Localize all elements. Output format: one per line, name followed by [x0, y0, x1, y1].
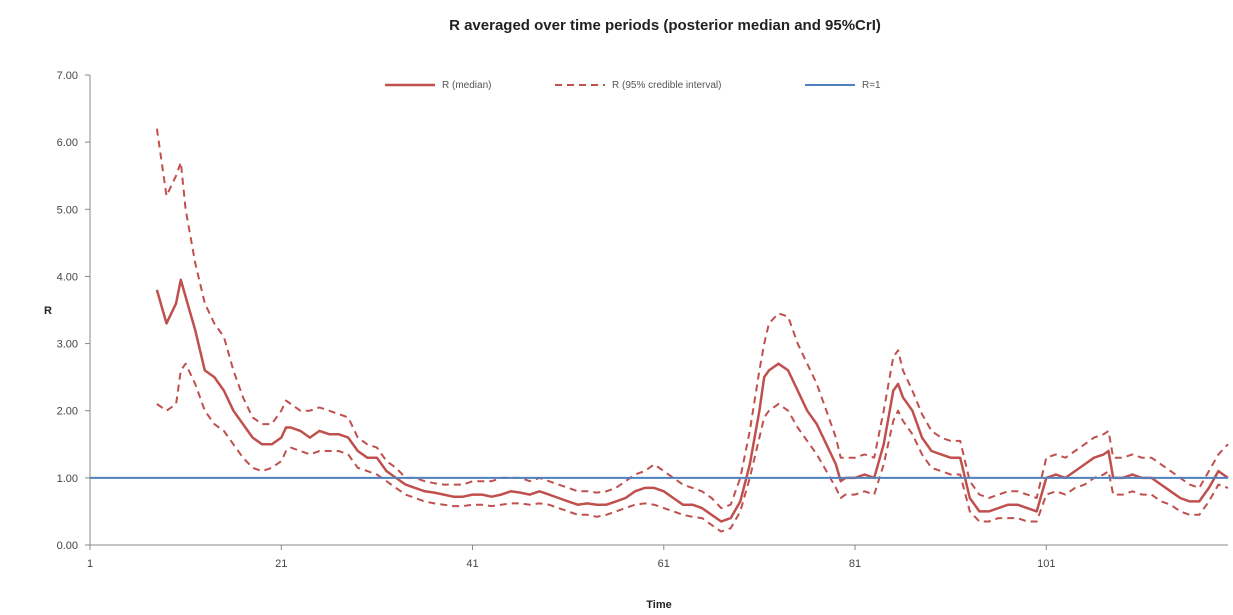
x-tick-label: 81	[849, 558, 861, 570]
y-tick-label: 4.00	[57, 271, 78, 283]
legend: R (median) R (95% credible interval) R=1	[385, 80, 881, 91]
series-ci-lower-line	[156, 362, 1229, 533]
y-tick-label: 7.00	[57, 70, 78, 82]
chart-title: R averaged over time periods (posterior …	[449, 17, 881, 34]
y-tick-label: 6.00	[57, 137, 78, 149]
legend-label-median: R (median)	[442, 80, 491, 91]
x-axis: 1 21 41 61 81 101	[87, 544, 1228, 570]
y-axis-title: R	[44, 305, 52, 317]
x-tick-label: 21	[275, 558, 287, 570]
legend-item-reference: R=1	[805, 80, 881, 91]
y-tick-label: 0.00	[57, 540, 78, 552]
legend-label-ci: R (95% credible interval)	[612, 80, 722, 91]
y-tick-label: 5.00	[57, 204, 78, 216]
y-tick-label: 1.00	[57, 473, 78, 485]
legend-item-median: R (median)	[385, 80, 491, 91]
legend-item-ci: R (95% credible interval)	[555, 80, 722, 91]
y-tick-label: 2.00	[57, 406, 78, 418]
x-tick-label: 41	[466, 558, 478, 570]
x-tick-label: 1	[87, 558, 93, 570]
y-tick-label: 3.00	[57, 339, 78, 351]
x-tick-label: 61	[658, 558, 670, 570]
series-ci-upper-line	[155, 128, 1229, 510]
series-median-line	[155, 278, 1229, 523]
x-axis-title: Time	[646, 599, 671, 611]
x-tick-label: 101	[1037, 558, 1055, 570]
y-axis: 0.00 1.00 2.00 3.00 4.00 5.00 6.00 7.00	[57, 70, 91, 552]
legend-label-reference: R=1	[862, 80, 881, 91]
plot-area	[90, 128, 1229, 533]
